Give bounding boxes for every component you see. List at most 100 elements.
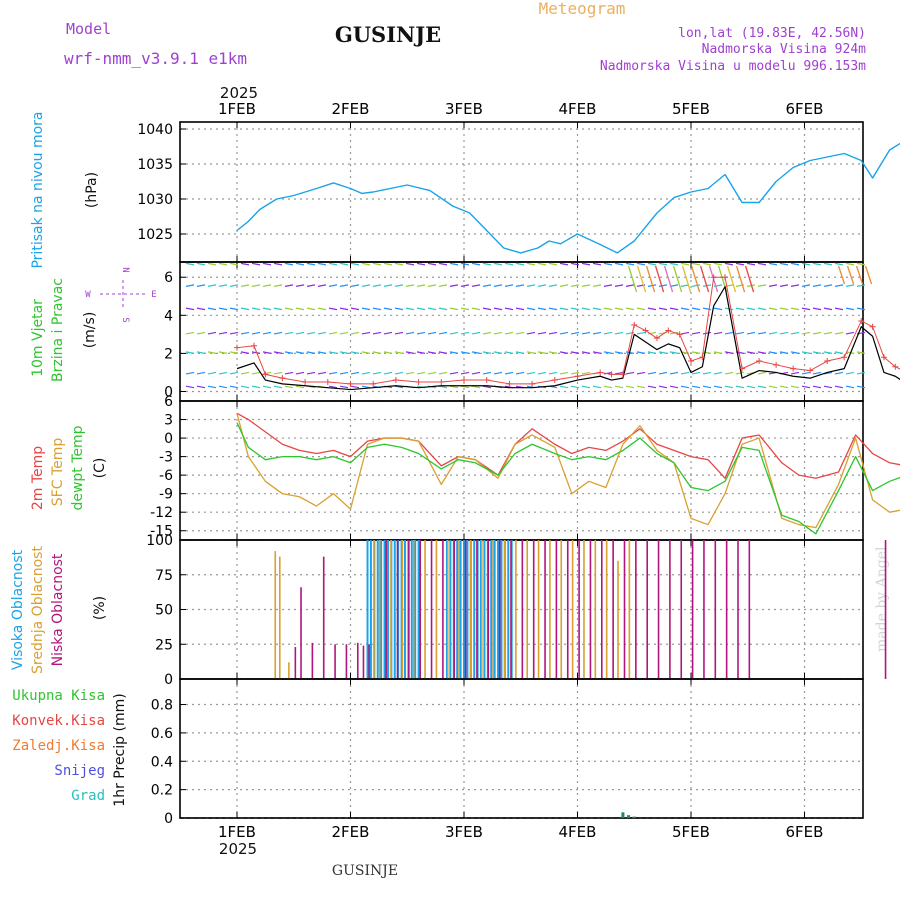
wind-arrow <box>504 284 514 287</box>
wind-arrow <box>207 262 217 266</box>
y-tick-label: -6 <box>159 468 173 484</box>
wind-arrow <box>317 331 327 335</box>
wind-arrow <box>845 262 855 266</box>
page-subtitle: Meteogram <box>539 0 626 18</box>
wind-arrow <box>328 331 338 335</box>
wind-arrow <box>504 351 514 354</box>
cloud-mid-label: Srednja Oblacnost <box>30 546 46 674</box>
wind-arrow <box>350 385 360 389</box>
wind-arrow <box>273 284 283 287</box>
y-tick-label: 1035 <box>137 157 173 173</box>
wind-arrow <box>196 307 206 311</box>
wind-arrow <box>647 307 657 311</box>
wind-arrow <box>416 331 426 335</box>
precip-unit: 1hr Precip (mm) <box>112 693 128 806</box>
wind-arrow <box>823 284 833 287</box>
x-tick-label-bottom: 2FEB <box>332 823 370 841</box>
wind-arrow <box>779 331 789 335</box>
y-tick-label: -9 <box>159 487 173 503</box>
x-tick-label-top: 6FEB <box>786 100 824 118</box>
wind-arrow <box>229 262 239 266</box>
wind-unit: (m/s) <box>82 312 98 349</box>
pressure-panel: 1025 1030 1035 1040 <box>137 121 900 263</box>
wind-arrow <box>845 331 855 335</box>
wind-arrow <box>405 371 415 375</box>
wind-arrow <box>801 385 811 389</box>
gust-marker <box>841 354 848 361</box>
wind-arrow <box>691 331 701 335</box>
cloud-low-label: Niska Oblacnost <box>50 553 66 666</box>
wind-arrow <box>515 351 525 354</box>
wind-arrow <box>647 351 657 354</box>
wind-arrow <box>726 265 737 293</box>
wind-arrow <box>185 284 195 287</box>
gust-marker <box>262 371 269 378</box>
wind-arrow <box>460 351 470 354</box>
wind-arrow <box>229 307 239 311</box>
wind-arrow <box>757 351 767 354</box>
gust-marker <box>807 367 814 374</box>
wind-arrow <box>427 331 437 335</box>
wind-arrow <box>262 262 272 266</box>
cloud-low-bars <box>294 540 887 679</box>
gust-marker <box>279 375 286 382</box>
wind-arrow <box>240 351 250 354</box>
wind-arrow <box>350 307 360 311</box>
wind-arrow <box>185 331 195 335</box>
wind-arrow <box>699 265 710 293</box>
wind-arrow <box>394 351 404 354</box>
gust-marker <box>688 358 694 365</box>
wind-arrow <box>669 351 679 354</box>
wind-arrow <box>537 284 547 287</box>
wind-arrow <box>438 351 448 354</box>
wind-arrow <box>855 265 864 285</box>
wind-arrow <box>702 385 712 389</box>
y-tick-label: 1040 <box>137 122 173 138</box>
wind-arrow <box>218 284 228 287</box>
wind-arrow <box>515 331 525 335</box>
x-tick-label-bottom: 4FEB <box>559 823 597 841</box>
wind-arrow <box>438 307 448 311</box>
panel-frame <box>179 400 864 541</box>
wind-arrow <box>837 265 846 285</box>
y-tick-label: 2 <box>164 346 173 362</box>
wind-arrow <box>801 371 811 375</box>
elevation-label: Nadmorska Visina 924m <box>702 42 867 57</box>
wind-arrow <box>647 262 657 266</box>
wind-arrow <box>581 262 591 266</box>
wind-arrow <box>570 284 580 287</box>
wind-arrow <box>790 307 800 311</box>
wind-arrow <box>306 331 316 335</box>
wind-arrow <box>218 371 228 375</box>
wind-arrow <box>801 262 811 266</box>
wind-arrow <box>471 351 481 354</box>
wind-arrow <box>493 371 503 375</box>
wind-arrow <box>691 307 701 311</box>
wind-arrow <box>328 371 338 375</box>
wind-arrow <box>702 331 712 335</box>
wind-arrow <box>658 284 668 287</box>
wind-arrow <box>339 385 349 389</box>
pressure-unit: (hPa) <box>84 172 100 208</box>
wind-arrow <box>768 351 778 354</box>
gust-marker <box>347 380 354 387</box>
wind-arrow <box>394 385 404 389</box>
temp-sfc-line <box>236 413 900 529</box>
wind-arrow <box>559 371 569 375</box>
wind-arrow <box>680 284 690 287</box>
wind-arrow <box>240 284 250 287</box>
y-tick-label: -15 <box>150 524 173 540</box>
precip-panel: 0 0.2 0.4 0.6 0.8 <box>151 678 864 827</box>
wind-arrow <box>713 371 723 375</box>
wind-arrow <box>654 265 665 293</box>
wind-arrow <box>823 351 833 354</box>
wind-arrow <box>295 371 305 375</box>
temperature-panel: 6 3 0 -3 -6 -9 -12 -15 <box>150 394 900 541</box>
x-tick-label-top: 2FEB <box>332 100 370 118</box>
wind-arrow <box>207 331 217 335</box>
wind-arrow <box>196 385 206 389</box>
wind-arrow <box>460 284 470 287</box>
wind-arrow <box>570 331 580 335</box>
wind-arrow <box>240 385 250 389</box>
wind-panel: 0 2 4 6 <box>164 261 900 402</box>
